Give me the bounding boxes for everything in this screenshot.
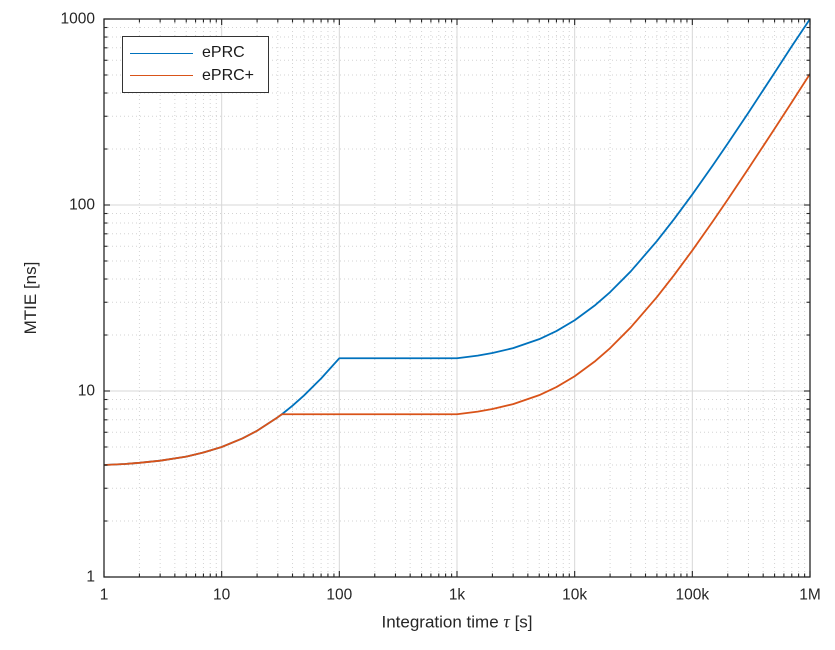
- x-tick-label: 10: [213, 586, 231, 603]
- legend-item-eprc[interactable]: ePRC: [123, 45, 268, 61]
- y-tick-label: 10: [78, 383, 96, 400]
- eprc-line-sample: [130, 52, 193, 54]
- legend-label-eprc: ePRC: [202, 44, 245, 62]
- legend-label-eprc-plus: ePRC+: [202, 66, 255, 84]
- y-axis-label: MTIE [ns]: [21, 261, 40, 335]
- x-tick-label: 100: [326, 586, 352, 603]
- legend[interactable]: ePRC ePRC+: [122, 36, 269, 93]
- legend-item-eprc-plus[interactable]: ePRC+: [123, 66, 268, 84]
- series-group: [104, 19, 810, 466]
- y-tick-label: 1: [86, 569, 95, 586]
- x-tick-label: 1M: [799, 586, 821, 603]
- x-tick-label: 10k: [562, 586, 587, 603]
- y-tick-label: 1000: [61, 11, 96, 28]
- x-axis-label-text: Integration time: [381, 612, 504, 632]
- x-tick-label: 100k: [676, 586, 710, 603]
- tau-symbol: τ: [503, 611, 510, 632]
- x-tick-label: 1k: [449, 586, 466, 603]
- series-line-eprc-plus: [104, 73, 810, 466]
- x-tick-label: 1: [100, 586, 109, 603]
- x-axis-label: Integration time τ [s]: [381, 612, 532, 633]
- eprc-plus-line-sample: [130, 75, 193, 77]
- x-axis-label-unit: [s]: [509, 612, 533, 632]
- y-tick-label: 100: [69, 197, 95, 214]
